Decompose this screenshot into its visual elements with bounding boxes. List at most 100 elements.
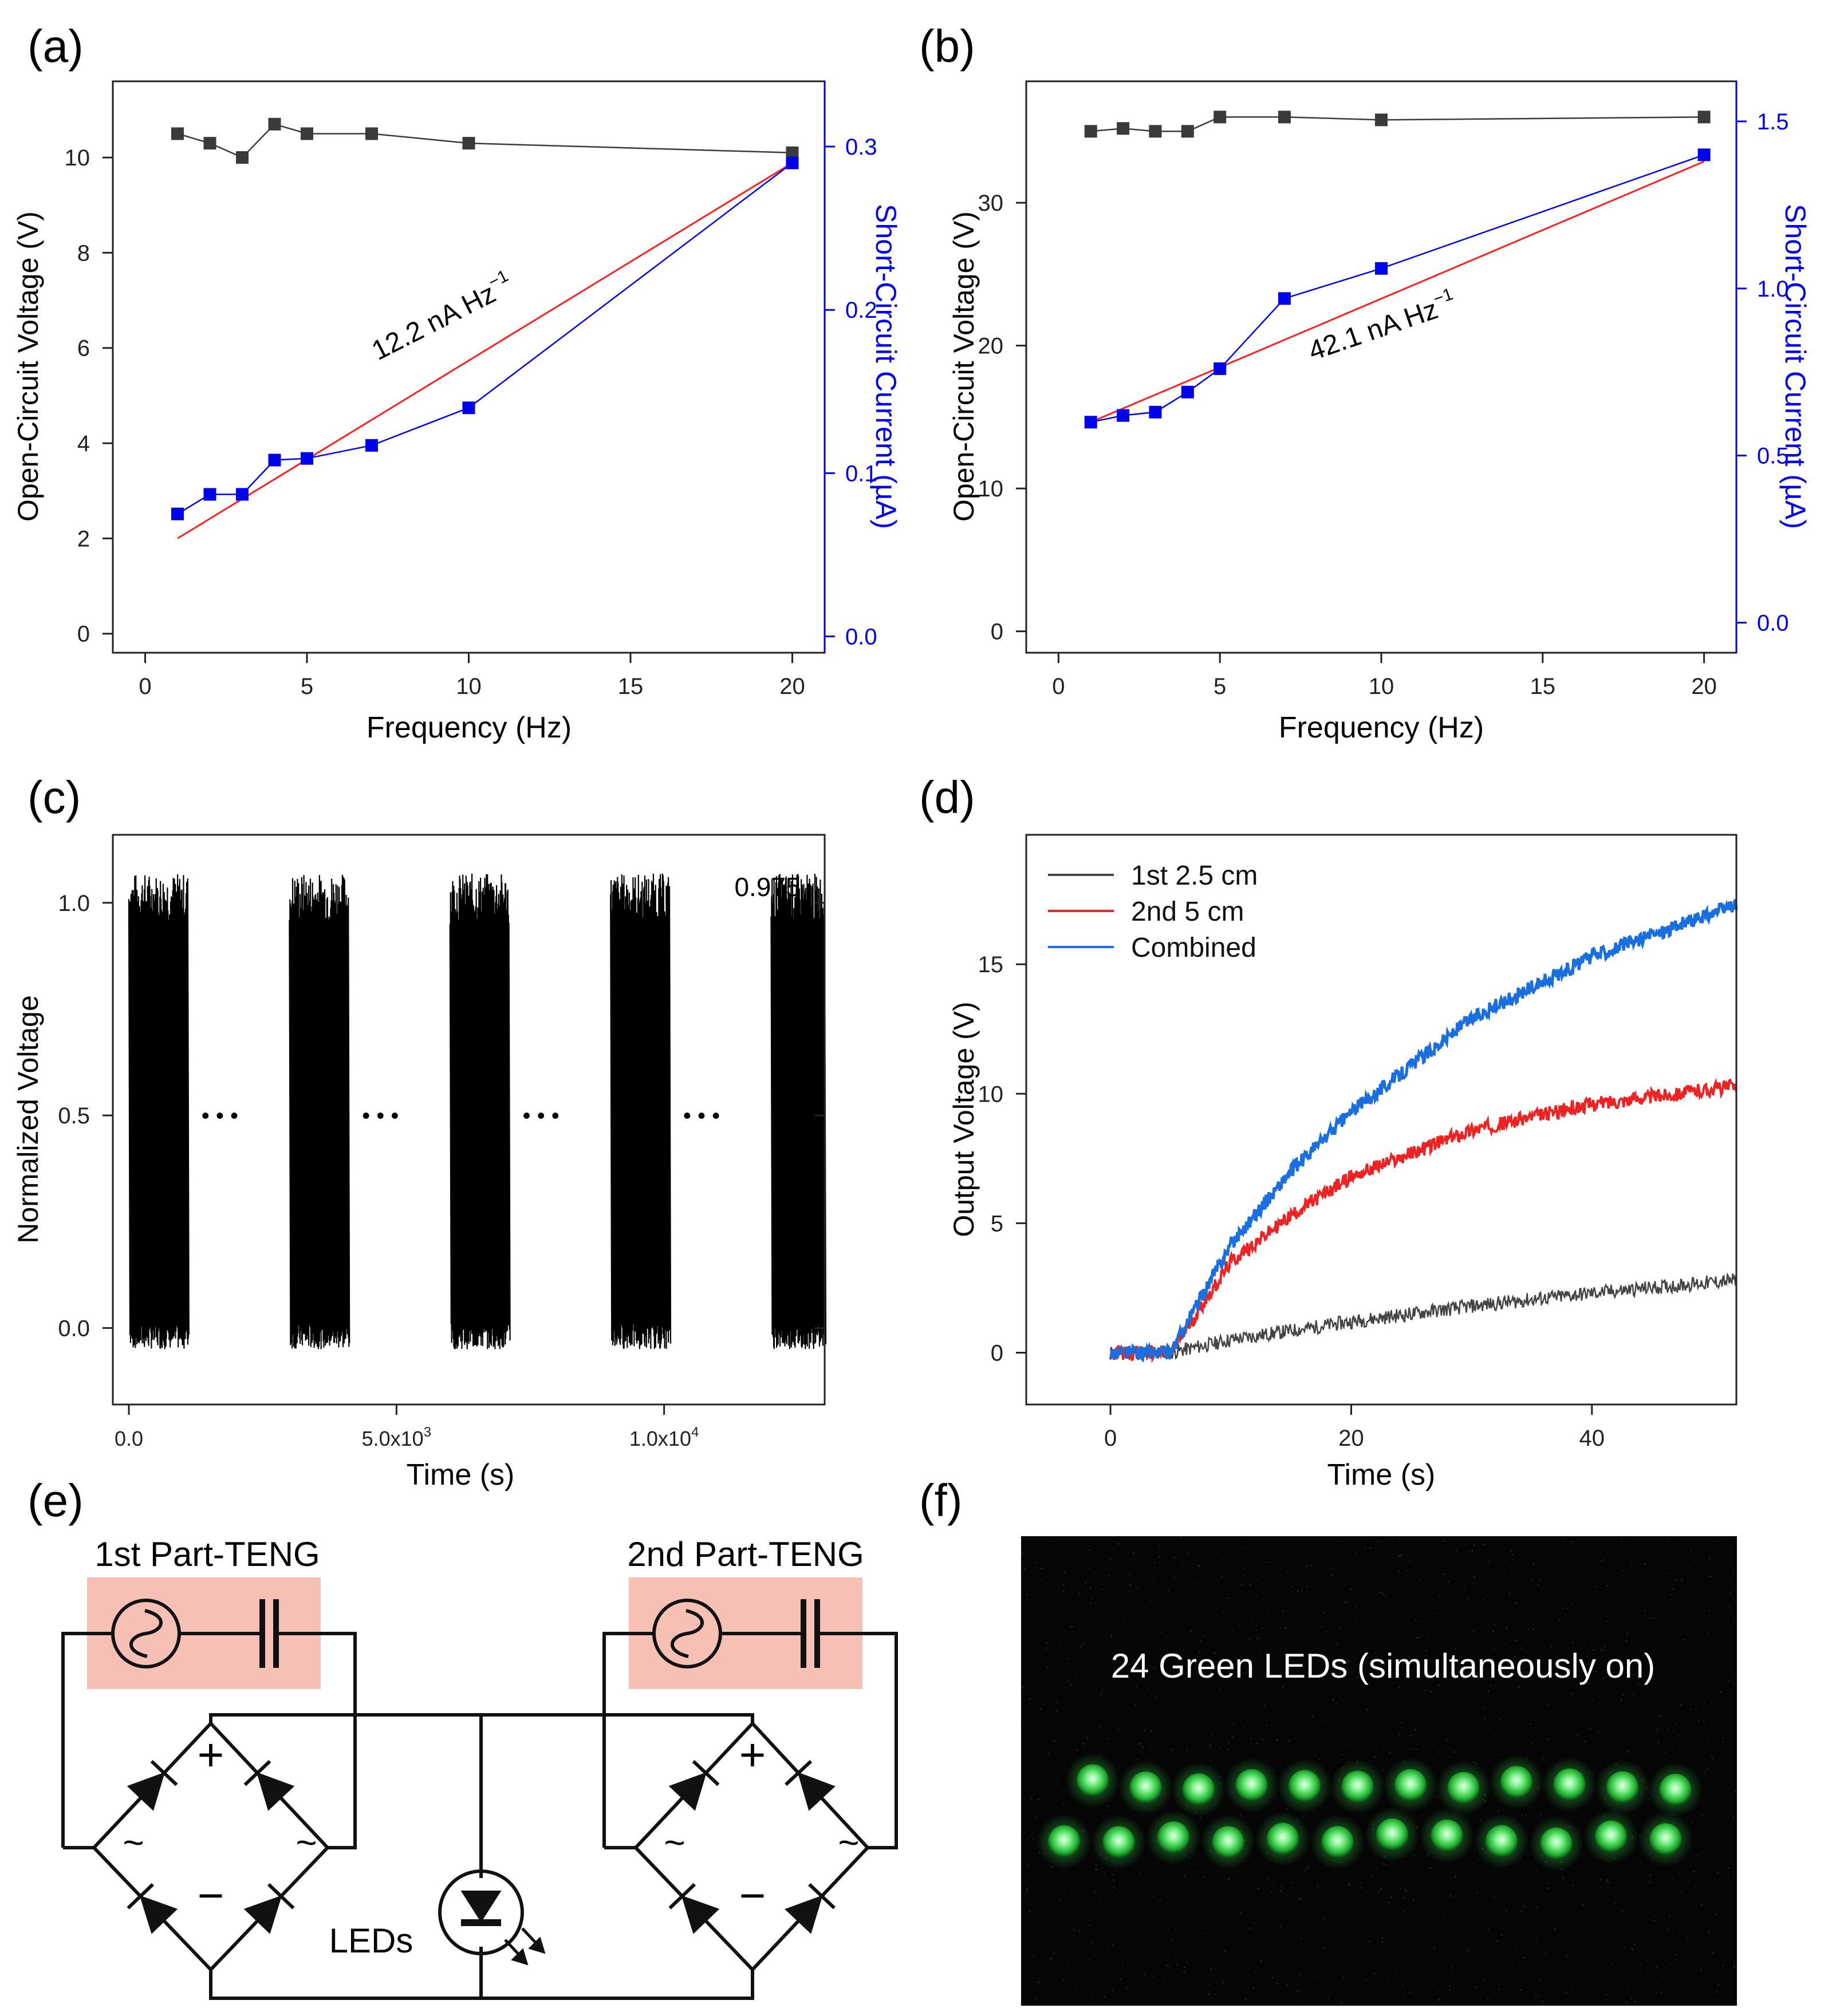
photo-speck <box>1518 1873 1520 1876</box>
photo-speck <box>1110 1559 1112 1561</box>
photo-speck <box>1291 1585 1293 1588</box>
photo-speck <box>1708 1557 1711 1560</box>
photo-speck <box>1556 1603 1558 1605</box>
photo-speck <box>1270 1891 1272 1893</box>
photo-speck <box>1266 1878 1268 1880</box>
chart-a-data-point <box>236 151 249 164</box>
photo-speck <box>1134 1703 1137 1706</box>
photo-speck <box>1211 1733 1213 1735</box>
photo-speck <box>1622 1694 1625 1696</box>
photo-speck <box>1733 1966 1735 1968</box>
chart-a-xtick-label: 10 <box>456 674 482 699</box>
photo-speck <box>1180 1536 1182 1538</box>
photo-speck <box>1049 1958 1051 1960</box>
chart-b-data-point <box>1117 409 1130 422</box>
chart-b-data-point <box>1181 385 1194 399</box>
photo-speck <box>1472 1861 1474 1864</box>
chart-b-ytick-label: 20 <box>978 334 1004 359</box>
photo-speck <box>1683 1639 1685 1641</box>
chart-a-xlabel: Frequency (Hz) <box>367 711 572 744</box>
photo-speck <box>1409 1935 1411 1938</box>
photo-speck <box>1434 1985 1436 1987</box>
photo-speck <box>1068 1658 1070 1660</box>
photo-speck <box>1413 1854 1415 1856</box>
chart-a-annotation: 12.2 nA Hz−1 <box>365 266 518 366</box>
photo-speck <box>1417 1636 1420 1639</box>
chart-b-data-point <box>1213 362 1227 375</box>
photo-speck <box>1250 1622 1252 1624</box>
photo-speck <box>1591 1698 1594 1701</box>
photo-speck <box>1555 1557 1558 1559</box>
photo-speck <box>1465 1658 1468 1660</box>
photo-speck <box>1055 1775 1058 1777</box>
photo-speck <box>1459 1881 1461 1883</box>
photo-speck <box>1154 1561 1156 1564</box>
led <box>1431 1819 1463 1852</box>
photo-speck <box>1487 1998 1489 2001</box>
photo-speck <box>1566 1956 1568 1958</box>
photo-speck <box>1488 1560 1491 1563</box>
photo-speck <box>1065 1556 1067 1558</box>
photo-speck <box>1401 1985 1404 1987</box>
photo-speck <box>1382 1593 1384 1595</box>
photo-speck <box>1498 1754 1500 1756</box>
photo-speck <box>1514 1946 1516 1948</box>
photo-speck <box>1250 1738 1252 1740</box>
photo-speck <box>1327 1997 1330 1999</box>
photo-speck <box>1566 1991 1568 1994</box>
photo-speck <box>1058 1928 1060 1931</box>
wire <box>61 1632 113 1848</box>
photo-speck <box>1116 1575 1118 1577</box>
photo-speck <box>1559 1926 1562 1928</box>
photo-speck <box>1112 1944 1114 1947</box>
photo-speck <box>1241 1747 1243 1749</box>
photo-speck <box>1667 1536 1669 1538</box>
photo-speck <box>1227 1597 1229 1599</box>
photo-speck <box>1037 1798 1039 1800</box>
photo-speck <box>1728 1679 1730 1682</box>
photo-speck <box>1687 1937 1689 1939</box>
photo-speck <box>1280 1889 1282 1892</box>
photo-speck <box>1079 1592 1081 1594</box>
photo-speck <box>1670 1593 1672 1596</box>
chart-a-y2tick-label: 0.3 <box>845 135 877 160</box>
photo-speck <box>1099 1727 1101 1729</box>
photo-speck <box>1577 1566 1579 1568</box>
chart-c-burst <box>449 873 511 1350</box>
photo-speck <box>1135 1685 1137 1687</box>
photo-speck <box>1280 1885 1282 1887</box>
photo-speck <box>1554 1928 1556 1930</box>
photo-speck <box>1646 1959 1649 1962</box>
panel-label-b: (b) <box>919 21 975 72</box>
led-emission-arrowhead <box>528 1936 546 1954</box>
photo-speck <box>1258 1887 1260 1889</box>
photo-speck <box>1077 1749 1079 1751</box>
photo-speck <box>1126 1987 1128 1990</box>
photo-speck <box>1173 1556 1175 1559</box>
photo-speck <box>1106 1809 1109 1812</box>
photo-speck <box>1206 1933 1208 1935</box>
photo-speck <box>1210 1760 1212 1762</box>
led <box>1540 1827 1573 1860</box>
photo-speck <box>1531 1579 1533 1581</box>
led <box>1289 1770 1321 1802</box>
led <box>1102 1826 1135 1859</box>
photo-speck <box>1149 1601 1151 1603</box>
photo-speck <box>1305 1990 1307 1992</box>
photo-speck <box>1388 1901 1390 1904</box>
photo-speck <box>1073 1928 1075 1931</box>
photo-speck <box>1243 1574 1245 1576</box>
photo-speck <box>1443 1540 1445 1542</box>
chart-c-ylabel: Normalized Voltage <box>12 995 44 1244</box>
photo-speck <box>1666 1728 1669 1730</box>
led-emission-arrowhead <box>511 1948 529 1966</box>
photo-speck <box>1259 1755 1262 1757</box>
chart-d-ytick-label: 5 <box>991 1211 1003 1236</box>
bridge-2-diode <box>785 1895 823 1934</box>
led-symbol-triangle <box>460 1891 502 1923</box>
photo-speck <box>1625 2001 1628 2003</box>
photo-speck <box>1208 1993 1210 1995</box>
chart-b-data-point <box>1084 416 1097 429</box>
photo-speck <box>1633 1943 1636 1946</box>
photo-speck <box>1697 1719 1700 1722</box>
